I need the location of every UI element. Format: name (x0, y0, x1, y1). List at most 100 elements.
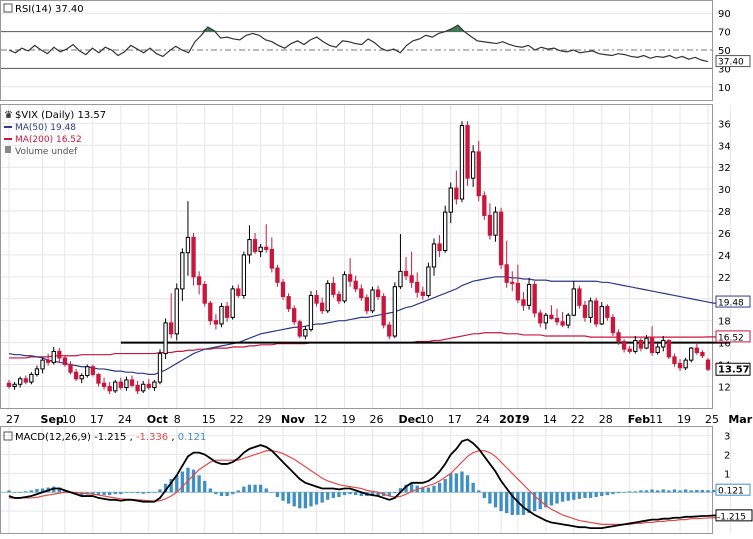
macd-hist-bar (298, 492, 302, 509)
macd-hist-bar (683, 489, 688, 493)
macd-hist-bar (622, 492, 626, 493)
macd-hist-bar (354, 492, 358, 496)
candle-body (208, 302, 213, 322)
macd-hist-bar (566, 492, 570, 501)
macd-line (8, 438, 731, 530)
x-axis-label: 26 (369, 413, 383, 426)
candle-body (90, 366, 96, 375)
macd-hist-bar (135, 492, 140, 494)
candle-body (129, 379, 135, 386)
candle-body (521, 299, 526, 306)
macd-hist-bar (488, 492, 492, 504)
macd-hist-bar (583, 492, 587, 498)
macd-hist-bar (175, 475, 179, 493)
candle-body (538, 312, 543, 324)
candle-body (375, 289, 381, 298)
macd-hist-bar (460, 471, 464, 493)
ma50-tag-text: 19.48 (718, 299, 744, 309)
candle-body (392, 286, 398, 337)
macd-hist-bar (672, 489, 677, 493)
macd-hist-bar (560, 492, 565, 502)
macd-hist-bar (281, 492, 285, 501)
macd-hist-bar (376, 492, 380, 497)
price-tick-label: 16 (718, 339, 731, 350)
candle-body (118, 381, 124, 389)
candle-body (113, 381, 118, 392)
candle-body (342, 274, 347, 302)
candle-body (616, 332, 621, 343)
candle-body (202, 284, 207, 304)
candle-body (169, 322, 174, 335)
macd-hist-bar (700, 490, 705, 493)
macd-hist-bar (650, 489, 654, 493)
macd-hist-bar (24, 491, 28, 493)
candle-body (196, 276, 202, 286)
macd-legend: MACD(12,26,9) -1.215 , -1.336 , 0.121 (3, 431, 206, 443)
macd-hist-bar (499, 492, 503, 512)
candle-body (627, 348, 632, 352)
price-legend: ♛ $VIX (Daily) 13.57 MA(50) 19.48 MA(200… (4, 110, 106, 157)
candle-body (577, 288, 582, 306)
macd-hist-bar (270, 492, 274, 493)
macd-hist-bar (678, 490, 682, 493)
candle-body (40, 359, 45, 370)
candle-body (398, 270, 403, 288)
macd-hist-bar (107, 492, 112, 496)
macd-hist-bar (331, 492, 336, 498)
hist-tag-text: 0.121 (718, 487, 744, 497)
macd-hist-bar (113, 492, 117, 495)
candle-body (443, 211, 448, 252)
candle-body (241, 254, 247, 296)
candle-body (515, 282, 521, 301)
candle-body (252, 239, 258, 253)
candle-body (666, 339, 672, 358)
macd-hist-bar (454, 473, 459, 493)
candle-body (582, 304, 588, 318)
candle-body (12, 383, 17, 387)
macd-hist-bar (689, 490, 693, 493)
macd-hist-bar (605, 492, 610, 496)
x-axis-label: 17 (90, 413, 104, 426)
x-axis-label: Oct (147, 413, 168, 426)
rsi-tag-text: 37.40 (718, 58, 744, 68)
macd-hist-bar (292, 492, 296, 507)
x-axis-label: 14 (543, 413, 557, 426)
candle-body (638, 339, 644, 349)
candle-body (319, 302, 325, 312)
candle-body (700, 351, 705, 357)
x-axis-label: 19 (342, 413, 356, 426)
candle-body (191, 236, 196, 278)
macd-hist-bar (197, 475, 201, 493)
candle-body (560, 321, 565, 326)
candle-body (588, 300, 593, 318)
macd-hist-bar (695, 490, 699, 493)
macd-hist-bar (644, 490, 649, 493)
candle-body (599, 305, 604, 325)
macd-hist-bar (521, 492, 526, 515)
price-panel (0, 104, 713, 409)
candle-body (213, 320, 219, 325)
macd-hist-bar (482, 492, 486, 498)
x-axis-label: Mar (728, 413, 752, 426)
macd-hist-bar (661, 489, 665, 493)
macd-hist-bar (471, 482, 475, 493)
candle-body (543, 314, 548, 324)
candle-body (409, 275, 414, 283)
candle-body (470, 151, 476, 179)
x-axis-label: 12 (314, 413, 328, 426)
macd-hist-bar (711, 490, 716, 493)
macd-hist-bar (432, 485, 436, 493)
candle-body (6, 382, 12, 387)
candle-body (224, 305, 230, 318)
candle-body (135, 384, 140, 392)
candle-body (303, 328, 308, 337)
candle-body (437, 243, 442, 252)
candle-body (487, 214, 493, 236)
macd-hist-bar (40, 488, 45, 493)
macd-hist-bar (600, 492, 604, 497)
macd-hist-bar (102, 492, 106, 496)
macd-hist-bar (214, 492, 218, 495)
x-axis-label: 24 (118, 413, 132, 426)
svg-text:MACD(12,26,9) -1: MACD(12,26,9) -1.215 , -1.336 , 0.121 (15, 432, 206, 443)
candle-body (610, 316, 616, 334)
